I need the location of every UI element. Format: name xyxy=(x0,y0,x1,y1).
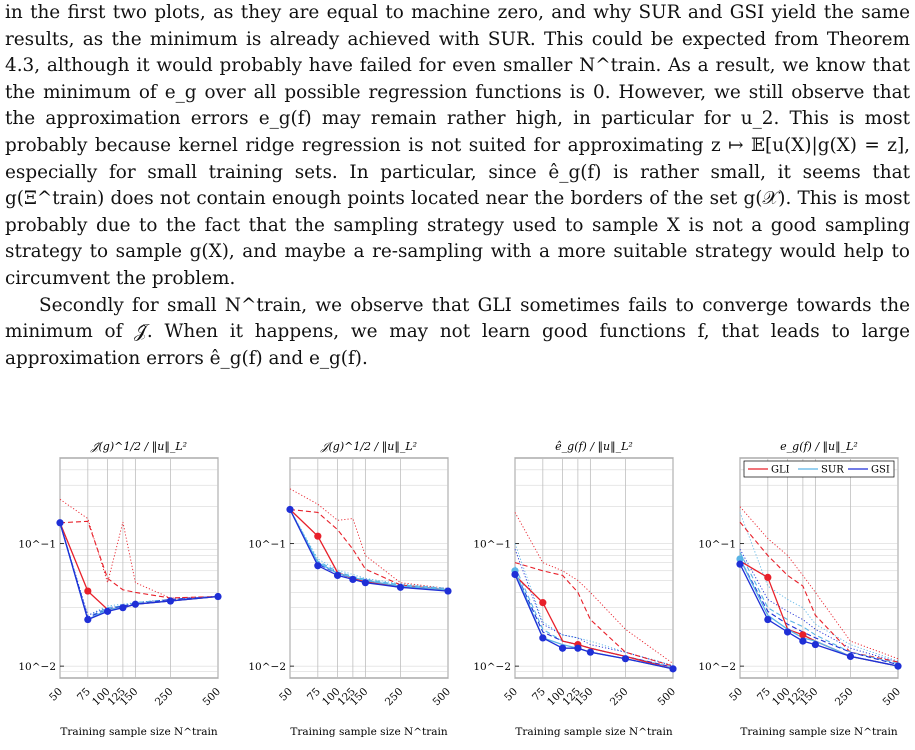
marker-gsi xyxy=(361,579,369,587)
marker-gsi xyxy=(894,662,902,670)
panel-title: 𝒥(g)^1/2 / ‖u‖_L² xyxy=(320,440,417,454)
marker-gsi xyxy=(349,575,357,584)
x-tick-label: 500 xyxy=(430,686,453,709)
legend-box xyxy=(743,460,895,478)
x-tick-label: 50 xyxy=(502,686,520,704)
marker-gsi xyxy=(764,615,772,624)
x-tick-label: 500 xyxy=(655,686,678,709)
panel-1: 𝒥̂(g)^1/2 / ‖u‖_L² 10^−1 10^−2 50 75 100 125 15… xyxy=(0,436,230,750)
marker-gsi xyxy=(586,648,594,656)
panel-4: e_g(f) / ‖u‖_L² 10^−1 10^−2 50 75 100 125 150 25… xyxy=(680,436,910,750)
marker-sur xyxy=(736,555,744,563)
plot-frame xyxy=(59,457,219,679)
marker-gsi xyxy=(799,637,807,645)
x-tick-label: 500 xyxy=(880,686,903,709)
y-tick-label: 10^−2 xyxy=(473,661,511,673)
series-gli-dotted xyxy=(739,506,899,660)
x-axis-label: Training sample size N^train xyxy=(290,726,447,738)
marker-gsi xyxy=(333,571,342,580)
paragraph-1: in the first two plots, as they are equa… xyxy=(5,0,910,293)
x-axis-label: Training sample size N^train xyxy=(740,726,897,738)
x-tick-label: 250 xyxy=(833,686,856,709)
marker-gli xyxy=(84,587,92,595)
marker-gsi xyxy=(539,634,547,642)
figure: 𝒥̂(g)^1/2 / ‖u‖_L² 10^−1 10^−2 50 75 100 125 15… xyxy=(0,436,915,746)
marker-gsi xyxy=(811,640,819,649)
marker-gsi xyxy=(314,562,322,570)
marker-gli xyxy=(539,599,547,607)
x-tick-label: 250 xyxy=(383,686,406,709)
x-axis-label: Training sample size N^train xyxy=(60,726,217,738)
x-tick-label: 250 xyxy=(608,686,631,709)
marker-gsi xyxy=(286,505,294,514)
y-tick-label: 10^−1 xyxy=(18,539,56,551)
series-sur-dashed xyxy=(739,552,899,665)
marker-gli xyxy=(799,631,807,639)
marker-gsi xyxy=(396,583,405,591)
marker-gsi xyxy=(669,665,677,673)
paragraph-2-text: Secondly for small N^train, we observe t… xyxy=(5,294,910,369)
series-gli-dashed xyxy=(514,562,674,667)
series-sur-dotted xyxy=(514,543,674,666)
marker-gsi xyxy=(119,604,127,612)
panel-2: 𝒥(g)^1/2 / ‖u‖_L² 10^−1 10^−2 50 75 100 125 150… xyxy=(230,436,460,750)
marker-gsi xyxy=(621,655,630,663)
panel-title: 𝒥̂(g)^1/2 / ‖u‖_L² xyxy=(90,440,187,454)
legend-label-sur: SUR xyxy=(821,465,844,476)
marker-gsi xyxy=(56,519,64,527)
x-tick-label: 50 xyxy=(47,686,65,704)
plot-frame xyxy=(739,457,899,679)
panel-3: ê_g(f) / ‖u‖_L² 10^−1 10^−2 50 75 100 125 150 25… xyxy=(455,436,685,750)
series-gli-dotted xyxy=(514,512,674,664)
x-tick-label: 50 xyxy=(277,686,295,704)
x-axis-label: Training sample size N^train xyxy=(515,726,672,738)
panel-title: ê_g(f) / ‖u‖_L² xyxy=(555,440,633,454)
plot-frame xyxy=(514,457,674,679)
marker-gsi xyxy=(166,597,175,605)
plot-frame xyxy=(289,457,449,679)
y-tick-label: 10^−1 xyxy=(248,539,286,551)
x-tick-label: 50 xyxy=(727,686,745,704)
marker-gsi xyxy=(783,628,792,636)
marker-gsi xyxy=(84,615,92,624)
marker-gsi xyxy=(511,570,519,579)
marker-gsi xyxy=(558,644,567,652)
legend-label-gli: GLI xyxy=(771,465,790,476)
y-tick-label: 10^−2 xyxy=(18,661,56,673)
marker-gsi xyxy=(103,607,112,615)
y-tick-label: 10^−1 xyxy=(473,539,511,551)
marker-gsi xyxy=(131,600,139,608)
marker-gsi xyxy=(214,592,222,601)
y-tick-label: 10^−2 xyxy=(698,661,736,673)
x-tick-label: 250 xyxy=(153,686,176,709)
marker-gsi xyxy=(846,652,855,661)
y-tick-label: 10^−2 xyxy=(248,661,286,673)
marker-gsi xyxy=(574,644,582,652)
marker-gli xyxy=(764,573,772,582)
paragraph-1-text: in the first two plots, as they are equa… xyxy=(5,2,910,289)
series-gsi-dotted xyxy=(59,522,219,616)
legend-label-gsi: GSI xyxy=(871,465,890,476)
y-tick-label: 10^−1 xyxy=(698,539,736,551)
x-tick-label: 500 xyxy=(200,686,223,709)
marker-gsi xyxy=(736,560,744,568)
paragraph-2: Secondly for small N^train, we observe t… xyxy=(5,293,910,373)
marker-gli xyxy=(314,532,322,540)
paper-text: in the first two plots, as they are equa… xyxy=(5,0,910,372)
panel-title: e_g(f) / ‖u‖_L² xyxy=(780,440,858,454)
marker-gsi xyxy=(444,587,452,595)
